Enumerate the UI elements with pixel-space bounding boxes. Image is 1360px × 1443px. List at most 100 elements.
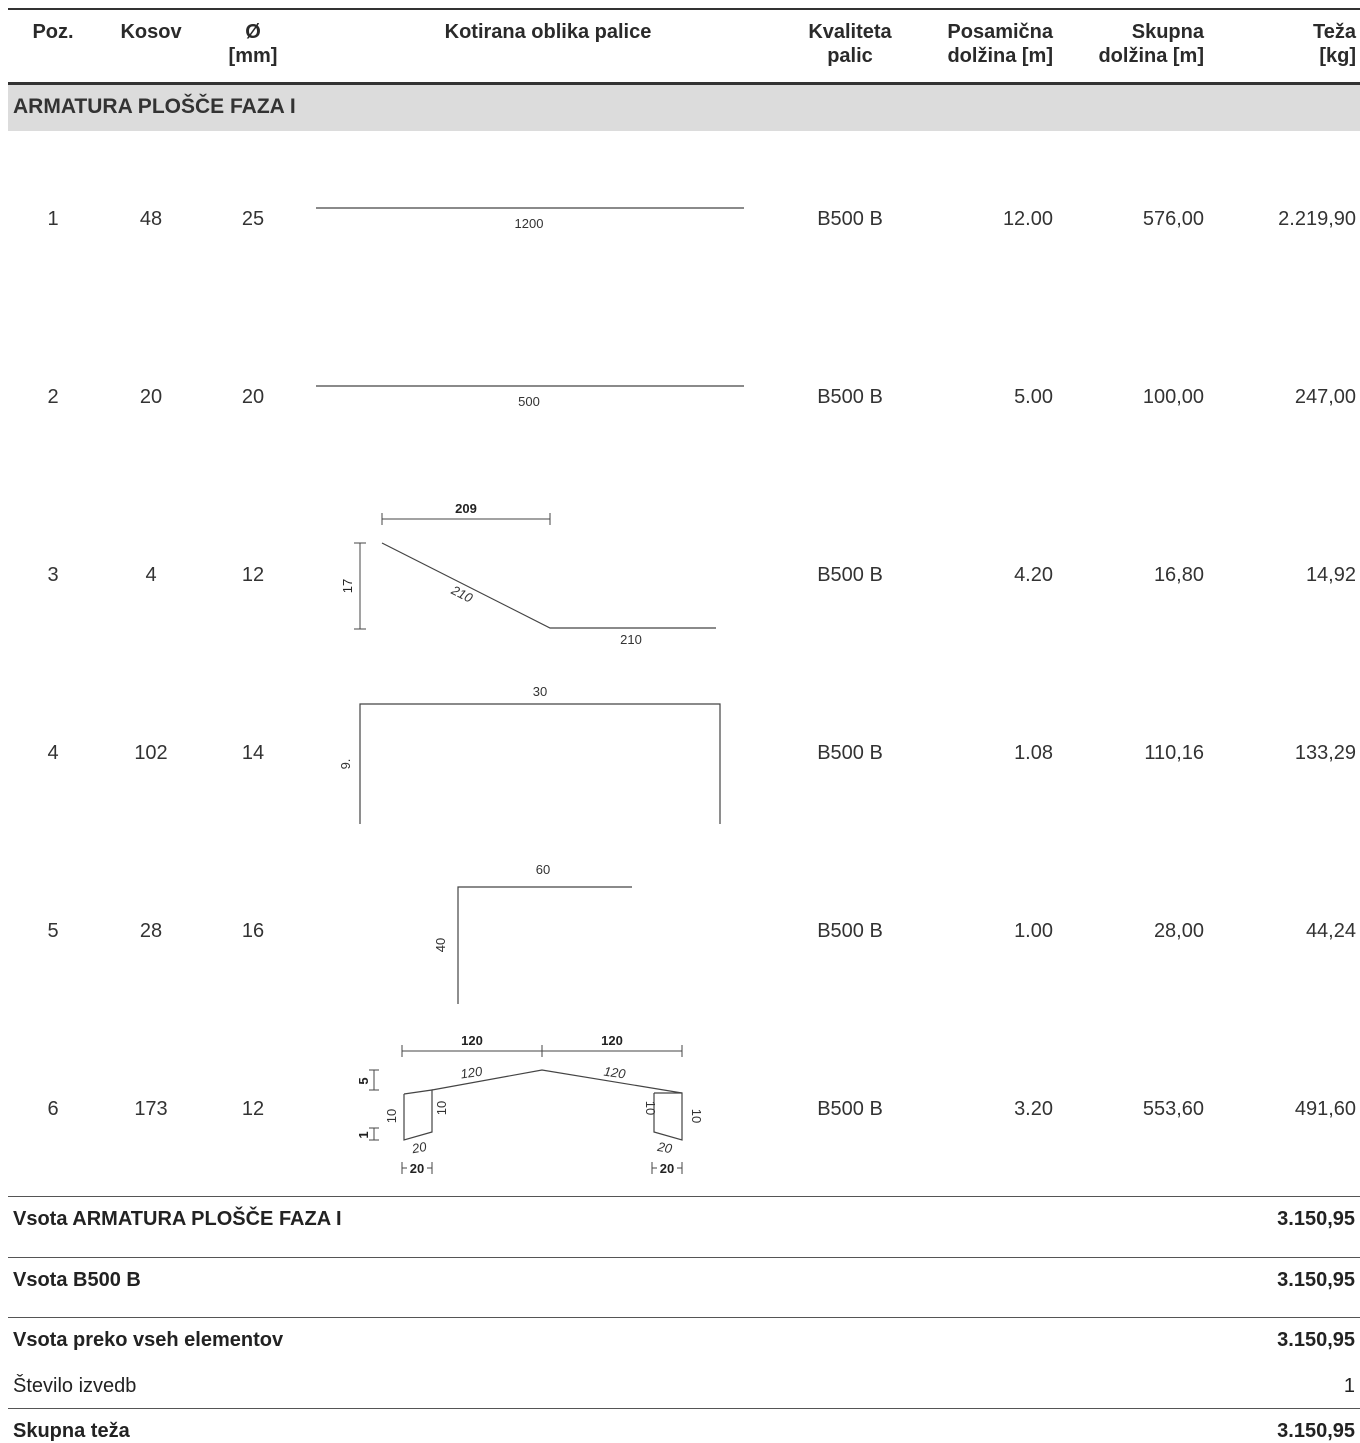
header-quality: Kvaliteta palic: [790, 20, 910, 68]
header-quality-line2: palic: [827, 45, 873, 67]
header-poz: Poz.: [18, 20, 88, 44]
bar-shape-straight: 1200: [300, 130, 760, 308]
summary-all-label: Vsota preko vseh elementov: [13, 1329, 284, 1351]
cell-total-length: 16,80: [1153, 564, 1204, 586]
dim-length: 1200: [515, 216, 544, 231]
table-row: 3 4 12 209 17 210 210 B500 B 4.20: [0, 486, 1360, 664]
dim-foot-right: 20: [655, 1139, 674, 1157]
header-total-length: Skupna dolžina [m]: [1070, 20, 1204, 68]
dim-left: 17: [340, 579, 355, 593]
dim-top: 209: [455, 501, 477, 516]
cell-quality: B500 B: [817, 208, 883, 230]
cell-poz: 2: [47, 386, 59, 408]
table-row: 4 102 14 30 9. B500 B 1.08 110,16 133,29: [0, 664, 1360, 842]
dim-top: 60: [536, 862, 550, 877]
summary-grade-value: 3.150,95: [1277, 1269, 1355, 1291]
cell-quality: B500 B: [817, 1098, 883, 1120]
cell-poz: 5: [47, 920, 59, 942]
cell-weight: 44,24: [1305, 920, 1356, 942]
bar-shape-drawing: 30 9.: [338, 684, 721, 824]
dim-left: 40: [433, 938, 448, 952]
cell-weight: 247,00: [1294, 386, 1356, 408]
cell-single-length: 1.00: [1014, 920, 1053, 942]
dim-bottom: 210: [620, 632, 642, 647]
cell-single-length: 3.20: [1014, 1098, 1053, 1120]
header-total-line2: dolžina [m]: [1098, 45, 1204, 67]
cell-poz: 4: [47, 742, 59, 764]
bar-shape-cranked: 209 17 210 210: [300, 486, 760, 664]
dim-length: 500: [518, 394, 540, 409]
cell-single-length: 1.08: [1014, 742, 1053, 764]
section-header: ARMATURA PLOŠČE FAZA I: [8, 85, 1360, 131]
dim-left: 9.: [338, 759, 353, 770]
header-single-line2: dolžina [m]: [947, 45, 1053, 67]
cell-kosov: 173: [134, 1098, 168, 1120]
cell-weight: 2.219,90: [1278, 208, 1356, 230]
cell-kosov: 4: [145, 564, 157, 586]
dim-foot-left: 20: [410, 1139, 429, 1157]
dim-leg-outer-right: 10: [689, 1109, 704, 1123]
bar-shape-straight: 500: [300, 308, 760, 486]
dim-tip: 1: [356, 1131, 371, 1138]
summary-rule: [8, 1257, 1360, 1258]
cell-total-length: 100,00: [1142, 386, 1204, 408]
cell-single-length: 5.00: [1014, 386, 1053, 408]
header-total-line1: Skupna: [1131, 21, 1204, 43]
header-kosov-label: Kosov: [120, 21, 182, 43]
bar-shape-u: 30 9.: [300, 664, 760, 842]
header-rule: [8, 82, 1360, 85]
cell-single-length: 12.00: [1002, 208, 1053, 230]
header-quality-line1: Kvaliteta: [808, 21, 892, 43]
cell-weight: 133,29: [1294, 742, 1356, 764]
cell-quality: B500 B: [817, 920, 883, 942]
cell-diameter: 20: [241, 386, 265, 408]
cell-total-length: 576,00: [1142, 208, 1204, 230]
bar-shape-drawing: 60 40: [433, 862, 632, 1004]
summary-count-value: 1: [1343, 1375, 1355, 1397]
cell-quality: B500 B: [817, 742, 883, 764]
summary-section-value: 3.150,95: [1277, 1208, 1355, 1230]
summary-rule: [8, 1196, 1360, 1197]
table-row: 5 28 16 60 40 B500 B 1.00 28,00 44,24: [0, 842, 1360, 1020]
dim-diagonal: 210: [448, 582, 476, 606]
summary-rule: [8, 1317, 1360, 1318]
cell-quality: B500 B: [817, 386, 883, 408]
dim-leg-inner-left: 10: [434, 1101, 449, 1115]
bar-shape-l: 60 40: [300, 842, 760, 1020]
header-weight-line1: Teža: [1313, 21, 1356, 43]
summary-rule: [8, 1408, 1360, 1409]
table-row: 1 48 25 1200 B500 B 12.00 576,00 2.219,9…: [0, 130, 1360, 308]
dim-rise: 5: [356, 1077, 371, 1084]
cell-diameter: 14: [241, 742, 265, 764]
table-row: 6 173 12 120 120 5 1: [0, 1020, 1360, 1198]
header-kosov: Kosov: [106, 20, 196, 44]
cell-single-length: 4.20: [1014, 564, 1053, 586]
dim-slope-left: 120: [460, 1064, 484, 1082]
cell-kosov: 102: [134, 742, 168, 764]
cell-weight: 491,60: [1294, 1098, 1356, 1120]
cell-poz: 6: [47, 1098, 59, 1120]
dim-base-left: 20: [410, 1161, 424, 1176]
bar-shape-drawing: 209 17 210 210: [340, 501, 716, 647]
cell-poz: 1: [47, 208, 59, 230]
header-diameter-symbol: Ø: [245, 21, 261, 43]
bar-shape-drawing: 500: [316, 385, 744, 409]
cell-poz: 3: [47, 564, 59, 586]
header-weight: Teža [kg]: [1250, 20, 1356, 68]
summary-count-label: Število izvedb: [13, 1375, 137, 1397]
cell-weight: 14,92: [1305, 564, 1356, 586]
header-weight-line2: [kg]: [1319, 45, 1356, 67]
summary-section-label: Vsota ARMATURA PLOŠČE FAZA I: [13, 1208, 342, 1230]
dim-slope-right: 120: [603, 1064, 627, 1082]
header-shape: Kotirana oblika palice: [318, 20, 778, 44]
bar-shape-drawing: 1200: [316, 207, 744, 231]
summary-grade-label: Vsota B500 B: [13, 1269, 141, 1291]
header-poz-label: Poz.: [32, 21, 74, 43]
table-row: 2 20 20 500 B500 B 5.00 100,00 247,00: [0, 308, 1360, 486]
dim-top-right: 120: [601, 1033, 623, 1048]
header-shape-label: Kotirana oblika palice: [444, 21, 652, 43]
cell-total-length: 28,00: [1153, 920, 1204, 942]
cell-kosov: 28: [139, 920, 163, 942]
dim-base-right: 20: [660, 1161, 674, 1176]
summary-total-label: Skupna teža: [13, 1420, 130, 1442]
